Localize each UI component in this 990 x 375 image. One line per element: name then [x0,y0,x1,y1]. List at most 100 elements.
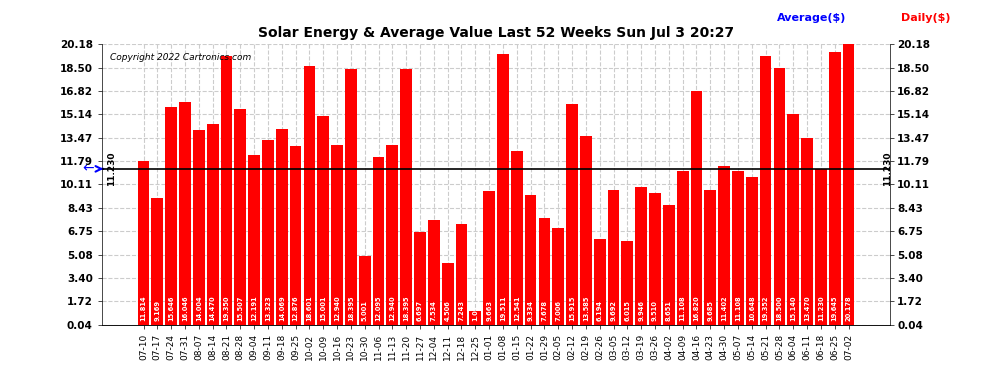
Text: 11.814: 11.814 [141,295,147,321]
Bar [400,69,412,325]
Text: 9.692: 9.692 [611,300,617,321]
Text: 10.648: 10.648 [748,295,754,321]
Text: 11.402: 11.402 [721,295,727,321]
Bar [179,102,191,325]
Bar [745,177,757,325]
Bar [497,54,509,325]
Bar [151,198,163,325]
Text: 1.013: 1.013 [472,300,478,321]
Bar [801,138,813,325]
Bar [511,151,523,325]
Bar [290,146,302,325]
Text: 14.069: 14.069 [279,295,285,321]
Text: 12.095: 12.095 [375,295,381,321]
Text: 11.230: 11.230 [818,295,824,321]
Bar [138,161,149,325]
Bar [262,140,274,325]
Text: 9.510: 9.510 [652,300,658,321]
Text: 4.506: 4.506 [445,300,450,321]
Bar [193,130,205,325]
Bar [622,242,634,325]
Bar [829,52,841,325]
Bar [719,166,730,325]
Text: ←: ← [82,162,94,176]
Title: Solar Energy & Average Value Last 52 Weeks Sun Jul 3 20:27: Solar Energy & Average Value Last 52 Wee… [258,26,735,40]
Bar [815,169,827,325]
Bar [594,239,606,325]
Text: 11.230: 11.230 [883,152,892,186]
Bar [248,156,260,325]
Bar [636,187,647,325]
Text: 9.663: 9.663 [486,300,492,321]
Bar [773,68,785,325]
Text: 6.697: 6.697 [417,300,423,321]
Text: 6.015: 6.015 [625,300,631,321]
Bar [386,145,398,325]
Bar [469,311,481,325]
Text: 6.194: 6.194 [597,300,603,321]
Bar [358,256,370,325]
Bar [318,116,329,325]
Text: 9.946: 9.946 [639,300,644,321]
Text: Copyright 2022 Cartronics.com: Copyright 2022 Cartronics.com [110,53,250,62]
Text: 11.108: 11.108 [735,295,741,321]
Text: 13.470: 13.470 [804,295,810,321]
Text: 19.645: 19.645 [832,295,838,321]
Text: 5.001: 5.001 [361,300,367,321]
Text: 9.169: 9.169 [154,300,160,321]
Bar [332,145,343,325]
Text: 12.940: 12.940 [389,295,395,321]
Text: 16.820: 16.820 [693,295,700,321]
Bar [346,69,356,325]
Text: 11.108: 11.108 [680,295,686,321]
Text: 8.651: 8.651 [666,300,672,321]
Text: 15.507: 15.507 [238,295,244,321]
Text: 7.678: 7.678 [542,300,547,321]
Text: 15.140: 15.140 [790,295,796,321]
Bar [608,190,620,325]
Text: 14.004: 14.004 [196,295,202,321]
Text: 15.646: 15.646 [168,295,174,321]
Bar [691,91,702,325]
Bar [455,224,467,325]
Bar [787,114,799,325]
Text: 14.470: 14.470 [210,295,216,321]
Text: 19.511: 19.511 [500,295,506,321]
Text: 13.323: 13.323 [265,295,271,321]
Bar [566,104,578,325]
Text: 20.178: 20.178 [845,295,851,321]
Text: 13.585: 13.585 [583,295,589,321]
Bar [759,56,771,325]
Text: 7.243: 7.243 [458,300,464,321]
Bar [552,228,564,325]
Text: 16.046: 16.046 [182,295,188,321]
Text: 19.352: 19.352 [762,295,768,321]
Bar [525,195,537,325]
Text: 18.395: 18.395 [403,295,409,321]
Text: 19.350: 19.350 [224,295,230,321]
Bar [221,56,233,325]
Bar [428,220,440,325]
Bar [539,218,550,325]
Text: 9.334: 9.334 [528,300,534,321]
Bar [165,107,177,325]
Bar [483,190,495,325]
Text: 18.601: 18.601 [307,295,313,321]
Text: 18.395: 18.395 [347,295,353,321]
Bar [580,136,592,325]
Bar [732,171,743,325]
Bar [677,171,688,325]
Bar [207,124,219,325]
Text: Average($): Average($) [777,13,846,23]
Bar [663,205,675,325]
Bar [442,262,453,325]
Bar [414,232,426,325]
Text: 7.534: 7.534 [431,300,437,321]
Bar [842,44,854,325]
Bar [372,157,384,325]
Text: 9.685: 9.685 [707,300,714,321]
Text: 15.001: 15.001 [320,295,327,321]
Text: 12.541: 12.541 [514,295,520,321]
Text: 12.940: 12.940 [334,295,341,321]
Text: Daily($): Daily($) [901,13,950,23]
